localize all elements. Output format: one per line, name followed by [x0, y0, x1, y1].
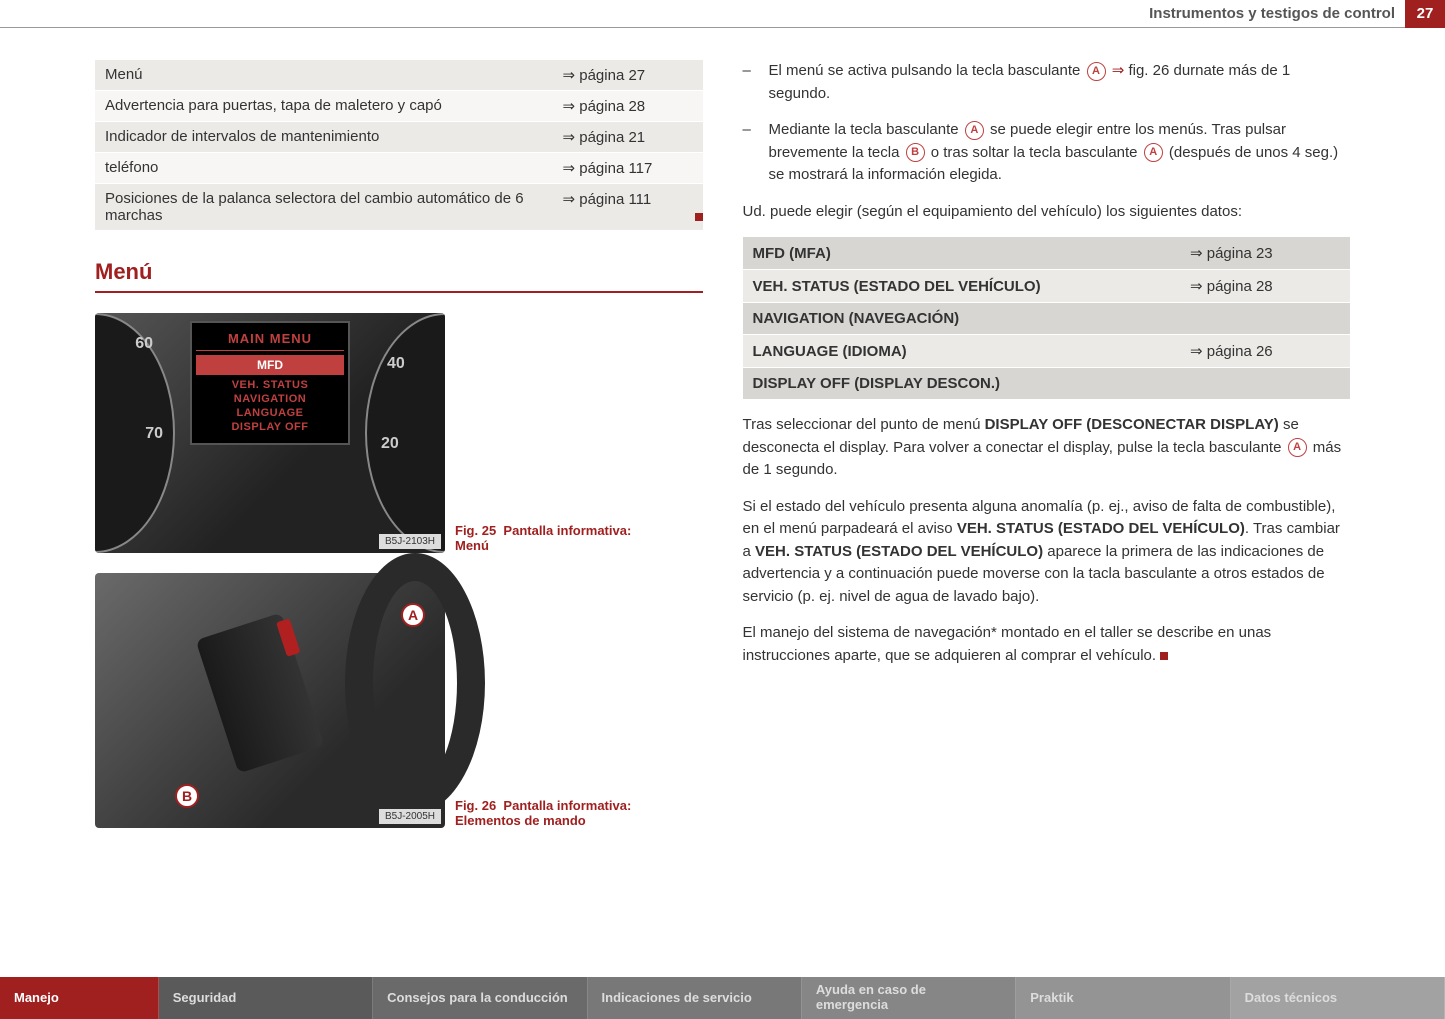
footer-tab-manejo[interactable]: Manejo: [0, 977, 159, 1019]
callout-b: B: [175, 784, 199, 808]
paragraph: El manejo del sistema de navegación* mon…: [743, 622, 1351, 667]
table-row: DISPLAY OFF (DISPLAY DESCON.): [743, 368, 1351, 400]
paragraph: Si el estado del vehículo presenta algun…: [743, 496, 1351, 609]
fig25-caption: Fig. 25 Pantalla informativa: Menú: [455, 523, 655, 553]
left-column: Menú⇒ página 27 Advertencia para puertas…: [95, 60, 703, 848]
page-number: 27: [1405, 0, 1445, 28]
table-row: Indicador de intervalos de mantenimiento…: [95, 122, 703, 153]
table-row: MFD (MFA)⇒ página 23: [743, 237, 1351, 270]
table-row: Advertencia para puertas, tapa de malete…: [95, 91, 703, 122]
footer-tab-ayuda[interactable]: Ayuda en caso de emergencia: [802, 977, 1016, 1019]
control-stalk: [196, 613, 325, 774]
instruction-list: – El menú se activa pulsando la tecla ba…: [743, 60, 1351, 187]
table-row: teléfono⇒ página 117: [95, 153, 703, 184]
end-marker-icon: [1160, 652, 1168, 660]
image-code: B5J-2103H: [379, 534, 441, 549]
instrument-display: MAIN MENU MFD VEH. STATUS NAVIGATION LAN…: [190, 321, 350, 445]
reference-table: Menú⇒ página 27 Advertencia para puertas…: [95, 60, 703, 231]
fig26-caption: Fig. 26 Pantalla informativa: Elementos …: [455, 798, 655, 828]
footer-tabs: Manejo Seguridad Consejos para la conduc…: [0, 977, 1445, 1019]
footer-tab-seguridad[interactable]: Seguridad: [159, 977, 373, 1019]
footer-tab-indicaciones[interactable]: Indicaciones de servicio: [588, 977, 802, 1019]
key-a-icon: A: [965, 121, 984, 140]
menu-options-table: MFD (MFA)⇒ página 23 VEH. STATUS (ESTADO…: [743, 237, 1351, 400]
figure-25: 60 70 40 20 MAIN MENU MFD VEH. STATUS NA…: [95, 313, 703, 553]
fig25-image: 60 70 40 20 MAIN MENU MFD VEH. STATUS NA…: [95, 313, 445, 553]
table-row: LANGUAGE (IDIOMA)⇒ página 26: [743, 335, 1351, 368]
table-row: VEH. STATUS (ESTADO DEL VEHÍCULO)⇒ págin…: [743, 270, 1351, 303]
table-row: Menú⇒ página 27: [95, 60, 703, 91]
footer-tab-consejos[interactable]: Consejos para la conducción: [373, 977, 587, 1019]
end-marker-icon: [695, 213, 703, 221]
key-a-icon: A: [1288, 438, 1307, 457]
list-item: – Mediante la tecla basculante A se pued…: [743, 119, 1351, 187]
list-item: – El menú se activa pulsando la tecla ba…: [743, 60, 1351, 105]
page-header: Instrumentos y testigos de control 27: [0, 0, 1445, 28]
intro-paragraph: Ud. puede elegir (según el equipamiento …: [743, 201, 1351, 224]
image-code: B5J-2005H: [379, 809, 441, 824]
fig-link[interactable]: fig. 26: [1124, 62, 1169, 79]
table-row: NAVIGATION (NAVEGACIÓN): [743, 303, 1351, 335]
callout-a: A: [401, 603, 425, 627]
figure-26: A B B5J-2005H Fig. 26 Pantalla informati…: [95, 573, 703, 828]
header-title: Instrumentos y testigos de control: [1149, 5, 1405, 22]
key-a-icon: A: [1144, 143, 1163, 162]
right-column: – El menú se activa pulsando la tecla ba…: [743, 60, 1351, 848]
paragraph: Tras seleccionar del punto de menú DISPL…: [743, 414, 1351, 482]
footer-tab-praktik[interactable]: Praktik: [1016, 977, 1230, 1019]
table-row: Posiciones de la palanca selectora del c…: [95, 184, 703, 231]
key-a-icon: A: [1087, 62, 1106, 81]
heading-underline: [95, 291, 703, 293]
key-b-icon: B: [906, 143, 925, 162]
fig26-image: A B B5J-2005H: [95, 573, 445, 828]
footer-tab-datos[interactable]: Datos técnicos: [1231, 977, 1445, 1019]
section-heading: Menú: [95, 259, 703, 285]
